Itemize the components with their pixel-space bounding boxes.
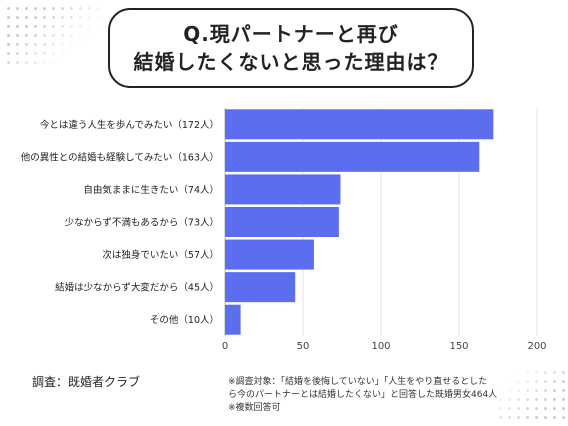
bar-3 [225,174,341,205]
decorative-dot-pattern-top-left [4,4,100,64]
category-label-5: 次は独身でいたい（57人） [102,249,219,261]
title-line-2: 結婚したくないと思った理由は？ [133,50,449,74]
note-line-2: ら今のパートナーとは結婚したくない」と回答した既婚男女464人 [228,390,498,400]
x-tick-label-150: 150 [449,341,468,352]
category-label-7: その他（10人） [150,314,219,326]
category-label-1: 今とは違う人生を歩んでみたい（172人） [40,119,219,131]
bar-4 [225,207,339,237]
category-label-3: 自由気ままに生きたい（74人） [83,184,219,196]
bar-2 [225,141,480,172]
bar-5 [225,239,314,270]
survey-source: 調査：既婚者クラブ [32,375,141,389]
chart-x-tick-labels: 0 50 100 150 200 [222,341,547,352]
title-box: Q.現パートナーと再び 結婚したくないと思った理由は？ [108,8,474,88]
bar-7 [225,304,241,335]
chart-category-labels: 今とは違う人生を歩んでみたい（172人） 他の異性との結婚も経験してみたい（163… [21,119,219,326]
bar-chart: 今とは違う人生を歩んでみたい（172人） 他の異性との結婚も経験してみたい（163… [21,108,547,352]
bar-6 [225,272,296,303]
category-label-4: 少なからず不満もあるから（73人） [65,217,219,229]
x-tick-label-200: 200 [527,341,546,352]
x-tick-label-50: 50 [297,341,310,352]
note-line-1: ※調査対象：「結婚を後悔していない」「人生をやり直せるとした [228,377,488,387]
survey-notes: ※調査対象：「結婚を後悔していない」「人生をやり直せるとした ら今のパートナーと… [228,376,497,415]
note-line-3: ※複数回答可 [228,403,281,413]
bar-1 [225,109,494,140]
category-label-6: 結婚は少なからず大変だから（45人） [55,282,219,294]
decorative-dot-pattern-bottom-right [496,368,566,424]
category-label-2: 他の異性との結婚も経験してみたい（163人） [21,151,219,163]
x-tick-label-100: 100 [371,341,390,352]
title-line-1: Q.現パートナーと再び [183,22,399,46]
x-tick-label-0: 0 [222,341,228,352]
chart-bars [225,109,494,335]
